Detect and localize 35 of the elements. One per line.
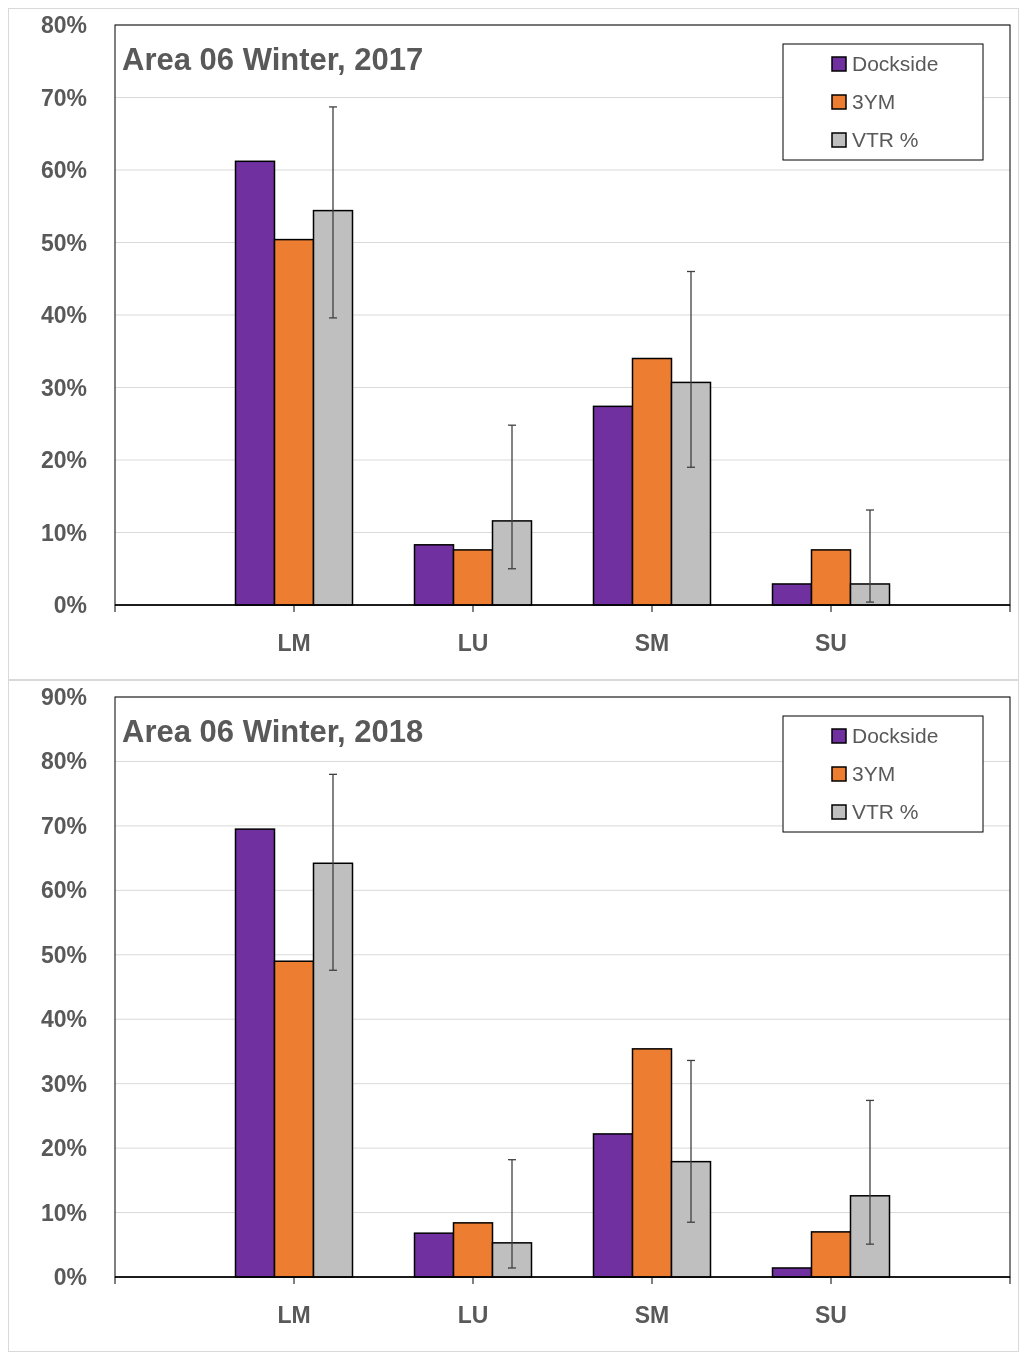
y-tick-label: 40% (40, 302, 87, 329)
y-tick-label: 90% (40, 684, 87, 711)
legend-label: Dockside (852, 724, 939, 748)
y-tick-label: 30% (40, 1070, 87, 1097)
y-tick-label: 60% (40, 877, 87, 904)
x-tick-label: LM (277, 630, 311, 656)
y-tick-label: 60% (40, 157, 87, 184)
y-tick-label: 30% (40, 374, 87, 401)
legend-label: VTR % (852, 800, 919, 824)
y-tick-label: 40% (40, 1006, 87, 1033)
y-tick-label: 20% (40, 447, 87, 474)
x-tick-label: SU (815, 630, 847, 656)
x-tick-label: SM (634, 1302, 670, 1328)
x-tick-label: LU (457, 1302, 489, 1328)
legend-label: VTR % (852, 128, 919, 152)
legend-label: Dockside (852, 52, 939, 76)
x-tick-label: LU (457, 630, 489, 656)
y-tick-label: 70% (40, 812, 87, 839)
y-tick-label: 80% (40, 12, 87, 39)
y-tick-label: 20% (40, 1135, 87, 1162)
y-tick-label: 80% (40, 748, 87, 775)
x-tick-label: SU (815, 1302, 847, 1328)
y-tick-label: 10% (40, 519, 87, 546)
x-tick-label: SM (634, 630, 670, 656)
x-tick-label: LM (277, 1302, 311, 1328)
y-tick-label: 0% (53, 592, 87, 619)
y-tick-label: 50% (40, 229, 87, 256)
y-tick-label: 70% (40, 84, 87, 111)
text: Area 06 Winter, 2017 (122, 42, 424, 77)
legend-label: 3YM (852, 762, 896, 786)
y-tick-label: 10% (40, 1199, 87, 1226)
text: Area 06 Winter, 2018 (122, 714, 424, 749)
legend-label: 3YM (852, 90, 896, 114)
y-tick-label: 0% (53, 1264, 87, 1291)
y-tick-label: 50% (40, 941, 87, 968)
